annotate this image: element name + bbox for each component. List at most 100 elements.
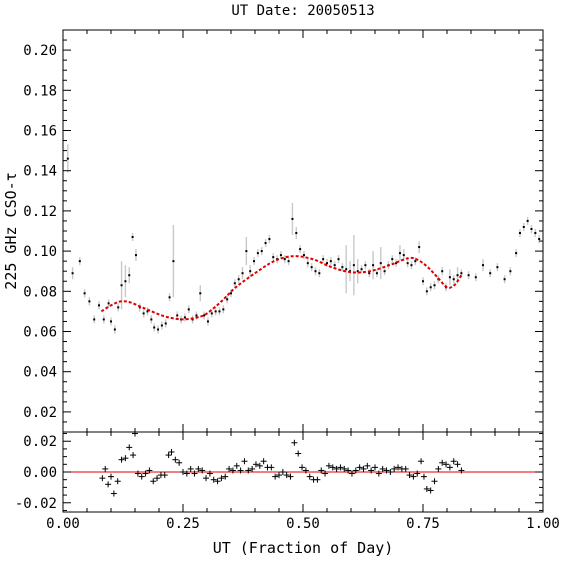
data-point xyxy=(333,264,336,267)
residual-point xyxy=(410,473,417,480)
data-point xyxy=(429,286,432,289)
residual-point xyxy=(356,464,363,471)
data-point xyxy=(268,238,271,241)
chart-title: UT Date: 20050513 xyxy=(231,3,374,19)
data-point xyxy=(279,254,282,257)
data-point xyxy=(102,318,105,321)
residual-point xyxy=(203,475,210,482)
main-y-ticks: 0.02 0.04 0.06 0.08 0.10 0.12 0.14 0.16 0.18 0.20 xyxy=(23,29,543,433)
residual-point xyxy=(446,464,453,471)
data-point xyxy=(128,274,131,277)
data-point xyxy=(291,217,294,220)
residual-point xyxy=(337,464,344,471)
data-point xyxy=(395,262,398,265)
data-point xyxy=(245,250,248,253)
data-point xyxy=(287,260,290,263)
residual-point xyxy=(134,470,141,477)
data-point xyxy=(120,284,123,287)
residual-point xyxy=(150,478,157,485)
y-tick-label: 0.00 xyxy=(23,465,57,481)
residual-point xyxy=(276,472,282,479)
x-tick-labels: 0.00 0.25 0.50 0.75 1.00 xyxy=(46,516,560,532)
data-point xyxy=(530,227,533,230)
data-point xyxy=(176,314,179,317)
data-point xyxy=(414,260,417,263)
data-point xyxy=(187,308,190,311)
residual-point xyxy=(279,469,286,475)
data-point xyxy=(249,270,252,273)
data-point xyxy=(356,270,359,273)
residual-point xyxy=(260,458,267,465)
data-point xyxy=(256,252,259,255)
data-point xyxy=(206,320,209,323)
residual-point xyxy=(427,487,434,494)
residual-point xyxy=(176,459,183,466)
data-point-layer xyxy=(66,157,541,331)
data-point xyxy=(448,276,451,279)
y-tick-label: 0.16 xyxy=(23,124,57,140)
x-axis-title: UT (Fraction of Day) xyxy=(213,539,394,557)
residual-point xyxy=(379,465,386,472)
residual-point xyxy=(187,465,194,472)
data-point xyxy=(360,268,363,271)
y-axis-title: 225 GHz CSO-τ xyxy=(2,172,20,289)
main-x-ticks xyxy=(62,30,544,432)
data-point xyxy=(107,302,110,305)
data-point xyxy=(467,274,470,277)
residual-point xyxy=(195,465,202,472)
data-point xyxy=(433,284,436,287)
residual-point xyxy=(142,470,149,477)
residual-point xyxy=(291,439,298,446)
residual-point xyxy=(395,464,402,471)
residual-point xyxy=(154,475,161,482)
data-point xyxy=(210,312,213,315)
data-point xyxy=(172,260,175,263)
data-point xyxy=(260,250,263,253)
residual-point xyxy=(443,461,450,468)
residual-point xyxy=(268,464,275,471)
data-point xyxy=(134,254,137,257)
residual-point xyxy=(333,465,340,472)
residual-point xyxy=(105,481,112,488)
residual-point xyxy=(210,476,217,483)
y-tick-label: 0.18 xyxy=(23,83,57,99)
data-point xyxy=(113,328,116,331)
y-tick-label: 0.20 xyxy=(23,43,57,59)
data-point xyxy=(241,272,244,275)
data-point xyxy=(295,232,298,235)
data-point xyxy=(230,292,232,295)
data-point xyxy=(326,262,328,265)
data-point xyxy=(482,264,484,267)
data-point xyxy=(306,262,309,265)
x-tick-label: 1.00 xyxy=(526,516,560,532)
data-point xyxy=(233,282,236,285)
y-tick-label: 0.10 xyxy=(23,244,57,260)
residual-point xyxy=(450,458,457,465)
residual-panel: 0.02 0.00 -0.02 0.00 0.25 0.50 0.75 1.00 UT (F… xyxy=(15,430,560,557)
residual-point xyxy=(402,465,409,472)
residual-point xyxy=(226,465,233,472)
data-point xyxy=(195,314,198,317)
data-point xyxy=(364,264,367,267)
y-tick-label: 0.06 xyxy=(23,325,57,341)
data-point xyxy=(368,272,371,275)
x-tick-label: 0.75 xyxy=(406,516,440,532)
data-point xyxy=(496,266,499,269)
data-point xyxy=(253,260,256,263)
y-tick-label: 0.04 xyxy=(23,365,57,381)
data-point xyxy=(164,322,167,325)
residual-point xyxy=(252,461,259,468)
residual-point xyxy=(341,465,348,472)
data-point xyxy=(146,310,149,313)
data-point xyxy=(522,225,525,228)
data-point xyxy=(310,266,313,269)
main-plot-frame xyxy=(62,29,544,433)
data-point xyxy=(124,280,127,283)
residual-point xyxy=(122,455,129,462)
data-point xyxy=(441,270,444,273)
residual-point xyxy=(99,475,106,482)
residual-point xyxy=(431,478,438,485)
residual-point xyxy=(314,476,321,483)
residual-point xyxy=(287,473,294,480)
data-point xyxy=(383,270,386,273)
